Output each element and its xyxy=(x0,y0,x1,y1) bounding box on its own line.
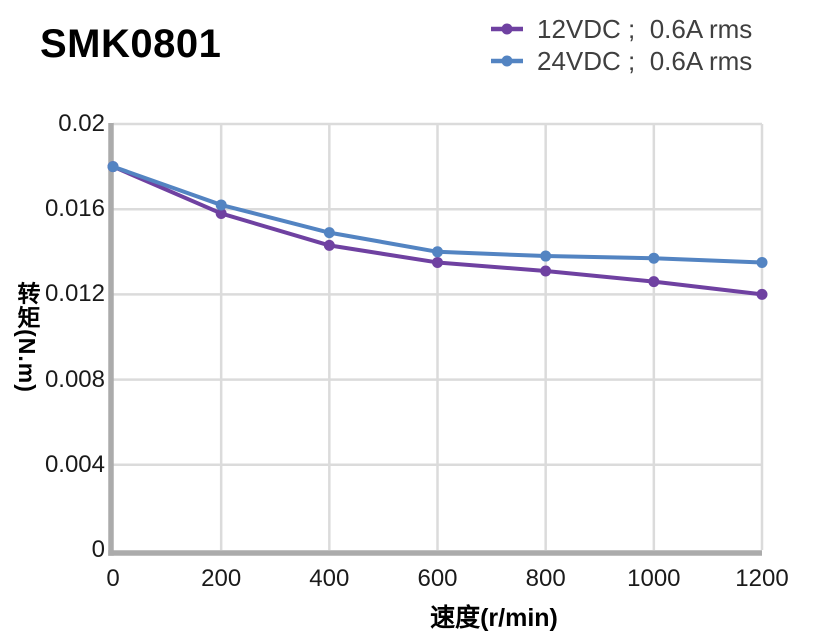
y-axis-title: 转矩(N.m) xyxy=(14,281,40,393)
legend-label-12vdc: 12VDC ; 0.6A rms xyxy=(537,13,753,44)
x-tick-label: 400 xyxy=(309,565,350,592)
y-tick-label: 0.012 xyxy=(44,280,105,308)
y-tick-label: 0.016 xyxy=(44,195,105,223)
data-point-24vdc xyxy=(432,246,443,258)
x-tick-label: 1200 xyxy=(735,565,789,592)
data-point-12vdc xyxy=(215,207,227,219)
data-point-12vdc xyxy=(323,239,335,251)
y-tick-label: 0.008 xyxy=(44,365,105,393)
y-tick-label: 0 xyxy=(91,536,105,563)
data-point-24vdc xyxy=(323,227,335,239)
x-tick-label: 800 xyxy=(525,565,566,592)
y-tick-label: 0.004 xyxy=(44,450,105,478)
x-tick-label: 1000 xyxy=(627,565,681,592)
legend-item-12vdc: 12VDC ; 0.6A rms xyxy=(490,13,752,45)
legend-item-24vdc: 24VDC ; 0.6A rms xyxy=(490,45,752,77)
data-point-24vdc xyxy=(107,161,119,173)
legend: 12VDC ; 0.6A rms 24VDC ; 0.6A rms xyxy=(490,13,752,77)
line-circle-marker-icon xyxy=(491,55,523,67)
data-point-12vdc xyxy=(540,265,552,277)
data-point-24vdc xyxy=(648,252,660,264)
data-point-12vdc xyxy=(432,256,443,268)
data-point-12vdc xyxy=(648,276,660,288)
data-point-24vdc xyxy=(540,250,552,262)
x-tick-label: 0 xyxy=(106,565,120,592)
data-point-24vdc xyxy=(756,256,768,268)
data-point-24vdc xyxy=(215,199,227,211)
legend-label-24vdc: 24VDC ; 0.6A rms xyxy=(537,45,753,76)
data-point-12vdc xyxy=(756,288,768,300)
y-tick-label: 0.02 xyxy=(58,110,105,137)
x-axis-title: 速度(r/min) xyxy=(430,604,558,632)
line-circle-marker-icon xyxy=(491,23,523,35)
x-tick-label: 200 xyxy=(201,565,242,592)
chart-title: SMK0801 xyxy=(40,22,222,66)
x-tick-label: 600 xyxy=(417,565,458,592)
